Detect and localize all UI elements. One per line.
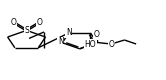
Text: HO: HO — [85, 40, 96, 49]
Text: O: O — [93, 30, 99, 39]
Text: O: O — [10, 18, 16, 27]
Text: N: N — [58, 37, 64, 46]
Text: S: S — [24, 26, 29, 35]
Text: O: O — [108, 40, 114, 48]
Text: N: N — [66, 28, 72, 37]
Text: O: O — [37, 18, 43, 27]
